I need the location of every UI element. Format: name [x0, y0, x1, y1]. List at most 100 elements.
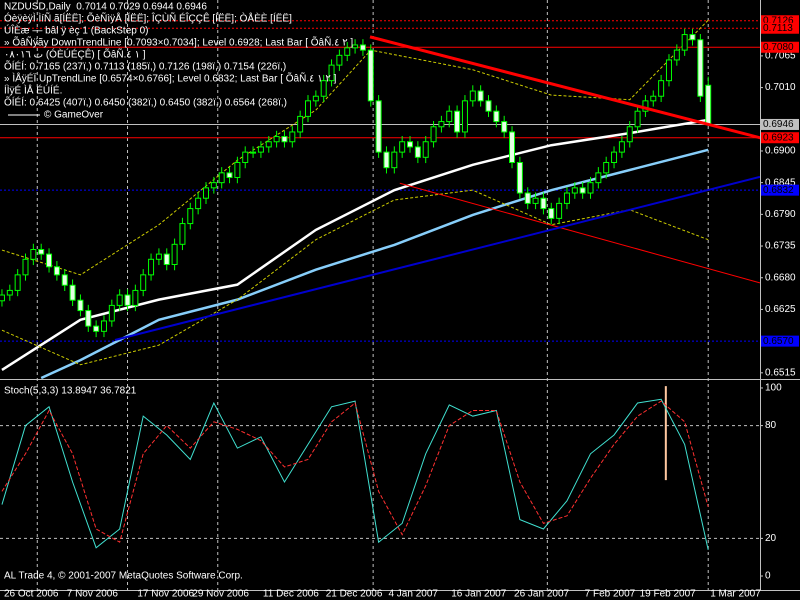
candle-body — [618, 141, 625, 153]
candle-body — [595, 172, 602, 184]
candle-body — [234, 161, 241, 178]
stoch-line — [1, 398, 709, 551]
candle-body — [281, 136, 288, 143]
main-panel — [0, 19, 760, 379]
candle-body — [493, 110, 500, 123]
candle-body — [548, 208, 555, 219]
candle-body — [6, 289, 13, 296]
candle-body — [195, 197, 202, 210]
candle-body — [611, 151, 618, 163]
candle-body — [100, 320, 107, 332]
candle-body — [289, 131, 296, 143]
candle-body — [69, 284, 76, 301]
stoch-panel — [0, 386, 760, 551]
candle-body — [352, 44, 359, 49]
candle-body — [461, 100, 468, 133]
candle-body — [85, 310, 92, 327]
candle-body — [116, 294, 123, 306]
candle-body — [407, 141, 414, 148]
annotation: ÍÌÿÉ ÌÅ ÉÚÍÉ. — [4, 84, 62, 97]
x-tick-label: 7 Nov 2006 — [67, 589, 119, 600]
price-box-label: 0.7080 — [763, 42, 794, 53]
annotation: © GameOver — [44, 110, 104, 121]
candle-body — [273, 136, 280, 143]
y-tick-label: 100 — [765, 383, 782, 394]
y-tick-label: 0.6790 — [765, 209, 796, 220]
indicator-line — [1, 19, 709, 276]
price-box-label: 0.6832 — [763, 185, 794, 196]
y-tick-label: 0.7010 — [765, 82, 796, 93]
candle-body — [242, 151, 249, 163]
annotation: » ÌÅÿÉÏ UpTrendLine [0.6574×0.6766]; Lev… — [4, 72, 337, 85]
candle-body — [367, 49, 374, 102]
candle-body — [53, 266, 60, 276]
candle-body — [603, 161, 610, 174]
x-tick-label: 19 Feb 2007 — [640, 589, 697, 600]
candle-body — [485, 100, 492, 112]
price-box-label: 0.6923 — [763, 132, 794, 143]
candle-body — [77, 299, 84, 312]
candle-body — [171, 243, 178, 265]
y-tick-label: 0.6680 — [765, 272, 796, 283]
candle-body — [705, 84, 712, 125]
candle-body — [265, 141, 272, 148]
candle-body — [540, 197, 547, 210]
price-box — [761, 184, 799, 196]
price-box-label: 0.6946 — [763, 119, 794, 130]
candle-body — [163, 253, 170, 265]
candle-body — [446, 110, 453, 123]
candle-body — [312, 95, 319, 102]
price-box-label: 0.7113 — [763, 23, 793, 34]
annotation: ت ٠٨٠١٦ (ÓÈÚÉÇÊ) [ ÕâÑ.١ ٤ ] — [4, 48, 146, 61]
trend-line — [399, 182, 760, 284]
y-tick-label: 0.6625 — [765, 304, 796, 315]
candle-body — [22, 258, 29, 276]
candle-body — [501, 121, 508, 133]
candle-body — [250, 151, 257, 154]
price-box-label: 0.7126 — [763, 15, 794, 26]
candle-body — [61, 274, 68, 286]
candle-body — [155, 253, 162, 260]
candle-body — [297, 115, 304, 133]
annotation: » ÕâÑÿãy DownTrendLine [0.7093×0.7034]; … — [4, 36, 353, 49]
candle-body — [375, 100, 382, 153]
candle-body — [140, 274, 147, 291]
x-tick-label: 26 Oct 2006 — [4, 589, 59, 600]
candle-body — [344, 47, 351, 56]
candle-body — [359, 44, 366, 51]
price-box — [761, 335, 799, 347]
candle-body — [202, 187, 209, 199]
stoch-line — [1, 400, 709, 543]
price-box-label: 0.6570 — [763, 336, 794, 347]
y-tick-label: 80 — [765, 420, 777, 431]
candle-body — [391, 151, 398, 169]
candle-body — [30, 249, 37, 260]
candle-body — [556, 202, 563, 219]
x-tick-label: 17 Nov 2006 — [137, 589, 194, 600]
candle-body — [658, 80, 665, 97]
candle-body — [257, 146, 264, 153]
candle-body — [38, 249, 45, 255]
candle-body — [626, 126, 633, 143]
candle-body — [469, 90, 476, 102]
y-tick-label: 0.6845 — [765, 177, 796, 188]
candle-body — [516, 161, 523, 194]
footer: AL Trade 4, © 2001-2007 MetaQuotes Softw… — [4, 571, 243, 582]
candle-body — [579, 187, 586, 194]
candle-body — [689, 34, 696, 41]
candle-body — [587, 182, 594, 194]
x-tick-label: 21 Dec 2006 — [326, 589, 383, 600]
x-tick-label: 29 Nov 2006 — [192, 589, 249, 600]
candle-body — [218, 172, 225, 184]
candle-body — [454, 110, 461, 133]
price-box — [761, 118, 799, 130]
x-tick-label: 7 Feb 2007 — [585, 589, 636, 600]
candle-body — [46, 253, 53, 268]
candle-body — [305, 100, 312, 117]
candle-body — [563, 192, 570, 204]
candle-body — [93, 325, 100, 332]
trend-line — [114, 175, 760, 341]
x-tick-label: 26 Jan 2007 — [514, 589, 569, 600]
candle-body — [477, 90, 484, 102]
